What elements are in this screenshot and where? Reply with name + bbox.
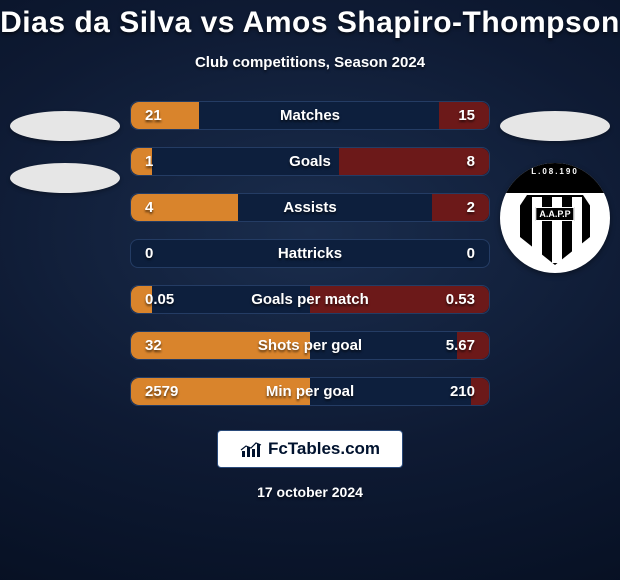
subtitle: Club competitions, Season 2024 <box>195 54 425 71</box>
stat-bar: 0Hattricks0 <box>130 239 490 268</box>
stat-value-left: 4 <box>131 199 201 216</box>
brand-text: FcTables.com <box>268 439 380 459</box>
right-player-badge-1 <box>500 111 610 141</box>
stat-bar: 2579Min per goal210 <box>130 377 490 406</box>
footer-date: 17 october 2024 <box>257 484 363 500</box>
stat-bars: 21Matches151Goals84Assists20Hattricks00.… <box>130 101 490 406</box>
stat-bar: 0.05Goals per match0.53 <box>130 285 490 314</box>
stat-bar: 32Shots per goal5.67 <box>130 331 490 360</box>
stat-label: Goals <box>201 153 419 170</box>
left-player-badge-2 <box>10 163 120 193</box>
right-badge-column: L.08.190 A.A.P.P <box>490 101 620 273</box>
stat-value-right: 8 <box>419 153 489 170</box>
left-player-badge-1 <box>10 111 120 141</box>
stat-value-right: 0.53 <box>419 291 489 308</box>
stat-label: Min per goal <box>201 383 419 400</box>
stat-value-left: 2579 <box>131 383 201 400</box>
stats-area: 21Matches151Goals84Assists20Hattricks00.… <box>0 101 620 406</box>
stat-bar: 21Matches15 <box>130 101 490 130</box>
stat-value-left: 0.05 <box>131 291 201 308</box>
club-badge-arc-text: L.08.190 <box>500 167 610 176</box>
stat-label: Matches <box>201 107 419 124</box>
stat-value-right: 5.67 <box>419 337 489 354</box>
page-title: Dias da Silva vs Amos Shapiro-Thompson <box>0 6 620 40</box>
stat-bar: 1Goals8 <box>130 147 490 176</box>
stat-label: Goals per match <box>201 291 419 308</box>
stat-value-right: 2 <box>419 199 489 216</box>
stat-value-right: 15 <box>419 107 489 124</box>
brand-badge[interactable]: FcTables.com <box>217 430 403 468</box>
left-badge-column <box>0 101 130 215</box>
club-badge: L.08.190 A.A.P.P <box>500 163 610 273</box>
stat-value-left: 32 <box>131 337 201 354</box>
stat-bar: 4Assists2 <box>130 193 490 222</box>
stat-value-left: 1 <box>131 153 201 170</box>
club-badge-shield-text: A.A.P.P <box>535 207 574 221</box>
stat-label: Hattricks <box>201 245 419 262</box>
stat-value-right: 210 <box>419 383 489 400</box>
stat-label: Shots per goal <box>201 337 419 354</box>
stat-value-right: 0 <box>419 245 489 262</box>
stat-value-left: 21 <box>131 107 201 124</box>
chart-icon <box>240 441 262 457</box>
stat-label: Assists <box>201 199 419 216</box>
stat-value-left: 0 <box>131 245 201 262</box>
